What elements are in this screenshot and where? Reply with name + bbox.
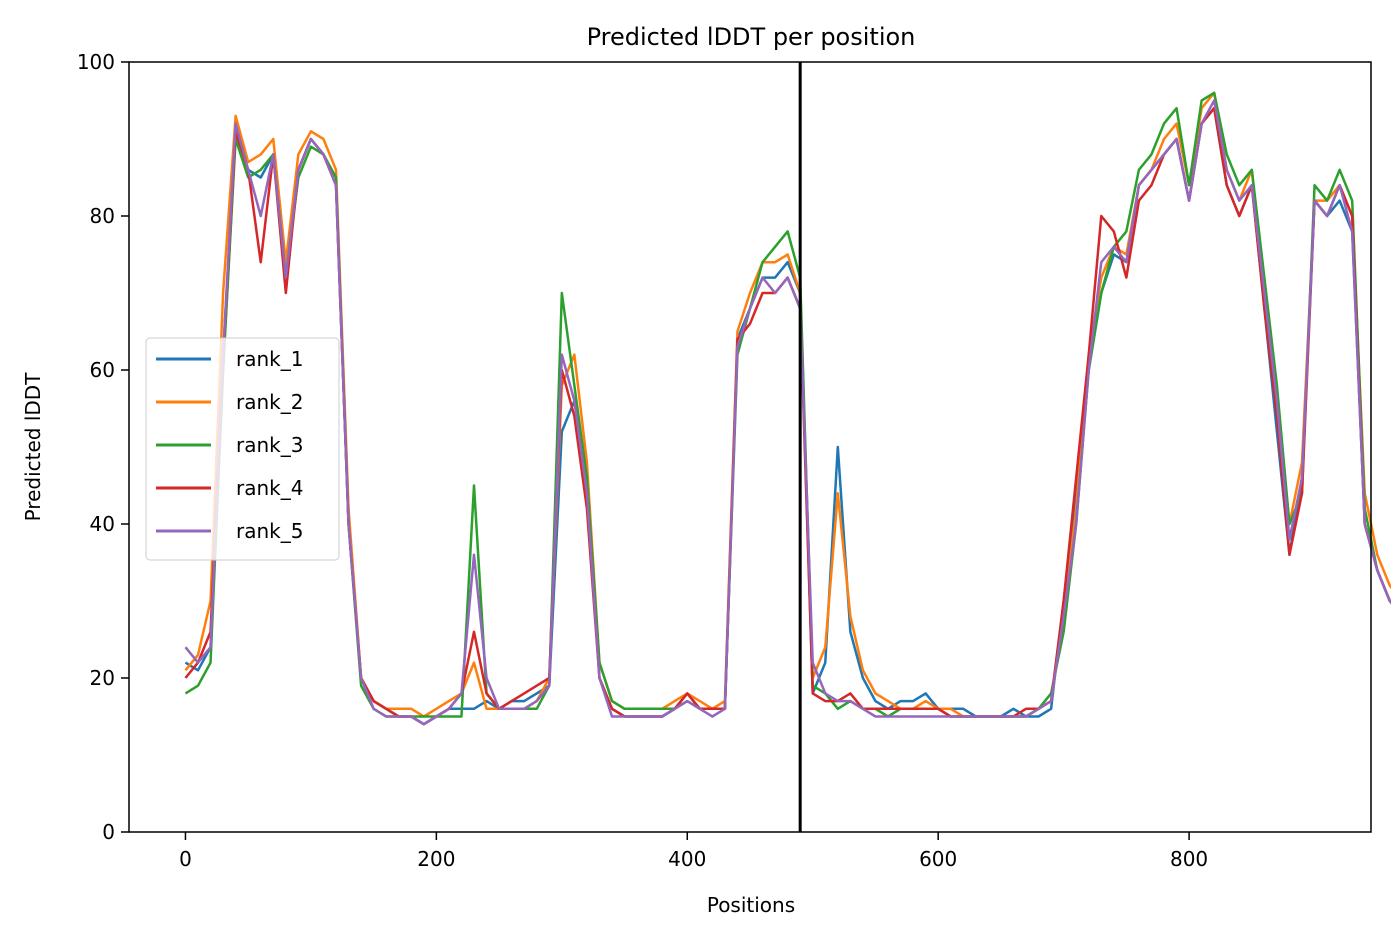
- series-layer: [184, 91, 1391, 726]
- legend-label-rank-2: rank_2: [236, 390, 303, 414]
- series-line-rank-5: [184, 99, 1391, 726]
- x-tick-label: 800: [1170, 847, 1208, 871]
- plot-border: [128, 61, 1372, 833]
- y-tick-label: 0: [102, 820, 115, 844]
- y-axis-label: Predicted lDDT: [21, 372, 45, 522]
- x-tick-label: 0: [179, 847, 192, 871]
- y-tick-label: 80: [90, 204, 115, 228]
- y-tick-label: 20: [90, 666, 115, 690]
- y-tick-label: 60: [90, 358, 115, 382]
- legend-box: [145, 337, 340, 561]
- legend-label-rank-5: rank_5: [236, 519, 303, 543]
- legend: rank_1 rank_2 rank_3 rank_4 rank_5: [145, 337, 340, 561]
- legend-label-rank-1: rank_1: [236, 347, 303, 371]
- legend-label-rank-3: rank_3: [236, 433, 303, 457]
- y-tick-label: 40: [90, 512, 115, 536]
- chart-title: Predicted lDDT per position: [587, 23, 916, 51]
- x-axis-label: Positions: [707, 893, 795, 917]
- x-tick-label: 200: [417, 847, 455, 871]
- y-axis-ticks: 0 20 40 60 80 100: [77, 50, 129, 844]
- y-tick-label: 100: [77, 50, 115, 74]
- x-tick-label: 600: [919, 847, 957, 871]
- x-tick-label: 400: [668, 847, 706, 871]
- x-axis-ticks: 0 200 400 600 800: [179, 832, 1208, 871]
- legend-label-rank-4: rank_4: [236, 476, 303, 500]
